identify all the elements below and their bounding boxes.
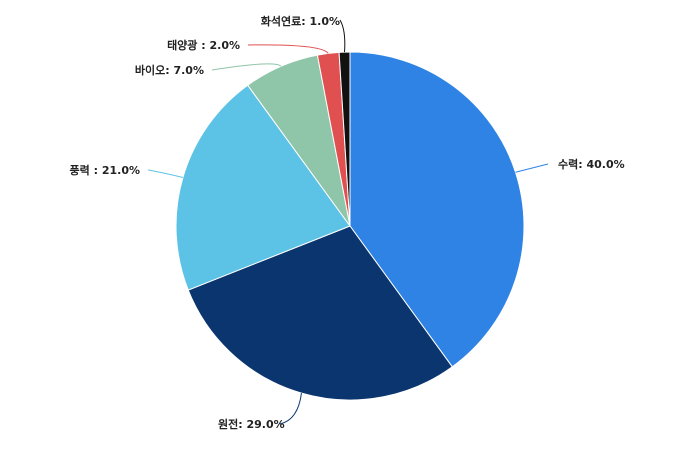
pie-slice-3 bbox=[175, 84, 351, 291]
leader-line-2 bbox=[279, 393, 302, 425]
slice-label-6: 화석연료: 1.0% bbox=[261, 14, 340, 28]
slice-label-4: 바이오: 7.0% bbox=[135, 63, 204, 77]
slice-label-3: 풍력 : 21.0% bbox=[70, 164, 140, 177]
leader-line-5 bbox=[247, 44, 329, 54]
pie-labels: 수력: 40.0% 원전: 29.0% 풍력 : 21.0% 바이오: 7.0% 태양광… bbox=[70, 14, 625, 431]
slice-label-1: 수력: 40.0% bbox=[558, 158, 625, 171]
pie-slice-2 bbox=[187, 225, 453, 401]
slice-label-2: 원전: 29.0% bbox=[218, 417, 285, 431]
leader-line-3 bbox=[147, 169, 184, 178]
pie-slices bbox=[175, 51, 525, 401]
leader-line-4 bbox=[211, 63, 282, 71]
leader-line-1 bbox=[515, 163, 549, 173]
leader-line-6 bbox=[339, 19, 346, 53]
slice-label-5: 태양광 : 2.0% bbox=[167, 38, 240, 52]
